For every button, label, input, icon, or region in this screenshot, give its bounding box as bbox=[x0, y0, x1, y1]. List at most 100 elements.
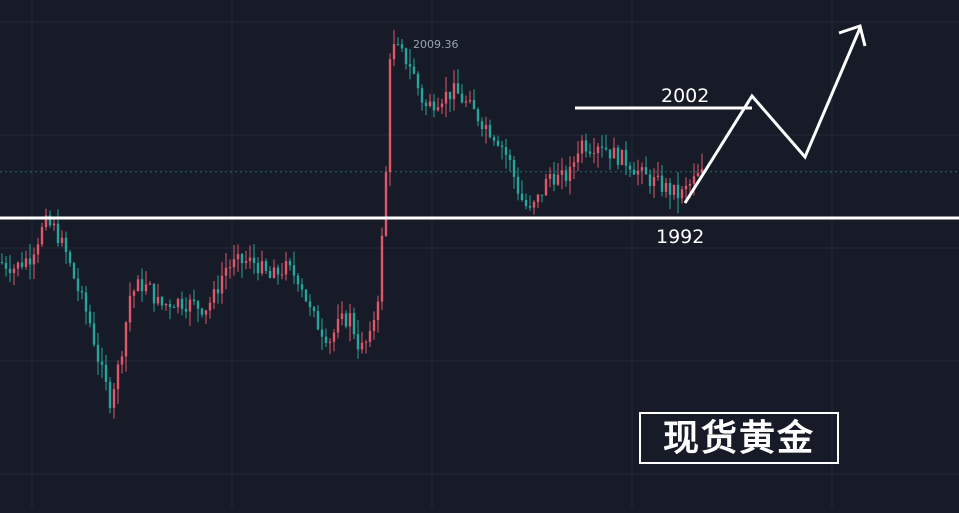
candle-body bbox=[528, 205, 532, 208]
candle-body bbox=[216, 289, 220, 294]
candle-body bbox=[84, 292, 88, 312]
annotations: 2002 1992 2009.36 bbox=[0, 24, 959, 248]
candle-body bbox=[352, 313, 356, 335]
candle-body bbox=[688, 183, 692, 186]
candle-body bbox=[516, 176, 520, 194]
candle-body bbox=[500, 145, 504, 147]
candle-body bbox=[344, 313, 348, 327]
candle-body bbox=[652, 177, 656, 187]
candle-body bbox=[660, 175, 664, 192]
candle-body bbox=[224, 267, 228, 276]
candle-body bbox=[400, 44, 404, 49]
candle-body bbox=[128, 295, 132, 323]
candle-body bbox=[444, 91, 448, 104]
candle-body bbox=[472, 100, 476, 110]
candle-body bbox=[32, 254, 36, 265]
candle-body bbox=[160, 296, 164, 306]
peak-price-label: 2009.36 bbox=[413, 38, 459, 51]
candle-body bbox=[36, 244, 40, 255]
candle-body bbox=[320, 329, 324, 337]
candle-body bbox=[60, 237, 64, 243]
candle-body bbox=[136, 279, 140, 292]
candle-body bbox=[560, 170, 564, 175]
candle-body bbox=[388, 59, 392, 173]
candle-body bbox=[640, 167, 644, 171]
candle-body bbox=[208, 302, 212, 311]
candle-body bbox=[192, 299, 196, 302]
candle-body bbox=[116, 364, 120, 390]
candle-body bbox=[244, 261, 248, 264]
candle-body bbox=[512, 159, 516, 177]
candle-body bbox=[268, 270, 272, 279]
candle-body bbox=[180, 298, 184, 309]
candle-body bbox=[280, 274, 284, 276]
candle-body bbox=[620, 149, 624, 165]
candle-body bbox=[448, 91, 452, 100]
candle-body bbox=[584, 140, 588, 152]
candle-body bbox=[648, 174, 652, 187]
candle-body bbox=[8, 268, 12, 274]
candle-body bbox=[112, 389, 116, 408]
candle-body bbox=[476, 109, 480, 122]
candle-body bbox=[276, 267, 280, 275]
candle-body bbox=[564, 170, 568, 181]
candle-body bbox=[132, 291, 136, 296]
candle-body bbox=[220, 275, 224, 294]
candle-body bbox=[548, 174, 552, 179]
candle-body bbox=[120, 356, 124, 365]
candle-body bbox=[252, 257, 256, 263]
candle-body bbox=[412, 66, 416, 74]
candle-body bbox=[24, 258, 28, 268]
candle-body bbox=[152, 283, 156, 304]
candle-body bbox=[644, 167, 648, 175]
candle-body bbox=[272, 267, 276, 279]
candle-body bbox=[44, 215, 48, 228]
candle-body bbox=[436, 107, 440, 111]
candle-body bbox=[420, 88, 424, 103]
candle-body bbox=[460, 93, 464, 103]
candle-body bbox=[4, 262, 8, 269]
candle-body bbox=[312, 307, 316, 312]
candle-body bbox=[496, 140, 500, 146]
candle-body bbox=[480, 121, 484, 130]
candle-body bbox=[16, 262, 20, 269]
candle-body bbox=[396, 44, 400, 46]
candle-body bbox=[676, 184, 680, 199]
candle-body bbox=[524, 199, 528, 206]
candle-body bbox=[156, 296, 160, 304]
candle-body bbox=[680, 189, 684, 199]
candle-body bbox=[204, 310, 208, 315]
candle-body bbox=[232, 259, 236, 268]
candle-body bbox=[636, 170, 640, 175]
candle-body bbox=[188, 299, 192, 312]
candle-body bbox=[64, 237, 68, 253]
candle-body bbox=[48, 215, 52, 226]
candle-body bbox=[12, 268, 16, 274]
candle-body bbox=[236, 254, 240, 260]
candle-body bbox=[468, 100, 472, 102]
candle-body bbox=[264, 261, 268, 271]
candle-body bbox=[368, 330, 372, 342]
candle-body bbox=[576, 153, 580, 163]
candle-body bbox=[328, 341, 332, 343]
candle-body bbox=[672, 184, 676, 195]
candle-body bbox=[324, 336, 328, 343]
watermark-label: 现货黄金 bbox=[639, 412, 839, 464]
candle-body bbox=[292, 265, 296, 276]
candle-body bbox=[596, 146, 600, 154]
candle-body bbox=[372, 319, 376, 331]
candle-body bbox=[380, 235, 384, 302]
candle-body bbox=[80, 291, 84, 293]
candle-body bbox=[168, 304, 172, 308]
candle-body bbox=[56, 223, 60, 243]
candle-body bbox=[404, 48, 408, 65]
candle-body bbox=[288, 261, 292, 266]
candle-body bbox=[200, 308, 204, 315]
candle-body bbox=[304, 289, 308, 302]
candle-body bbox=[624, 149, 628, 166]
candle-body bbox=[300, 284, 304, 290]
candle-body bbox=[0, 262, 4, 263]
candle-body bbox=[360, 342, 364, 350]
candle-body bbox=[88, 311, 92, 324]
